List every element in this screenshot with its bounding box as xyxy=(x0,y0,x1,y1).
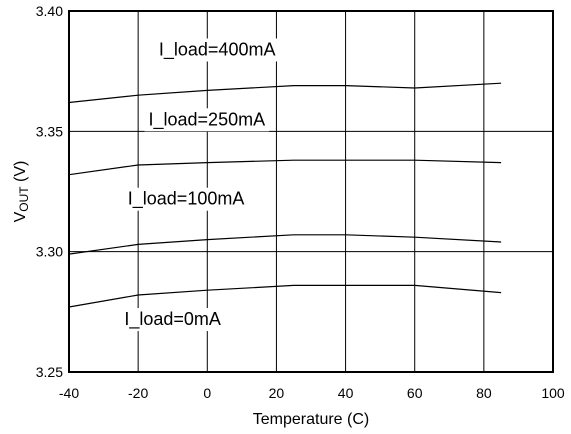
series-line-2 xyxy=(68,159,502,176)
x-tick-label: 100 xyxy=(541,385,565,401)
series-line-1 xyxy=(68,234,502,255)
y-axis-title-unit: (V) xyxy=(12,161,29,187)
x-tick-label: 20 xyxy=(269,385,285,401)
x-axis-title: Temperature (C) xyxy=(253,411,369,428)
x-tick-label: -20 xyxy=(128,385,148,401)
x-tick-label: 60 xyxy=(407,385,423,401)
annotation-background xyxy=(144,108,270,132)
x-tick-label: 0 xyxy=(203,385,211,401)
annotations: I_load=400mA I_load=250mA I_load=100mA I_lo… xyxy=(120,38,280,332)
y-tick-label: 3.35 xyxy=(36,123,63,139)
y-axis-title-main: V xyxy=(12,211,29,222)
plot-area-frame xyxy=(68,10,554,373)
annotation-label: I_load=250mA xyxy=(149,109,266,130)
x-tick-label: 40 xyxy=(338,385,354,401)
annotation-label: I_load=100mA xyxy=(128,189,245,210)
annotation-background xyxy=(120,308,225,332)
y-tick-label: 3.30 xyxy=(36,244,63,260)
series-line-0 xyxy=(68,284,502,308)
grid-lines xyxy=(69,11,553,372)
y-axis-title: VOUT (V) xyxy=(12,161,31,223)
y-axis-title-subscript: OUT xyxy=(17,186,31,212)
annotation-label: I_load=400mA xyxy=(159,40,276,61)
annotation-label: I_load=0mA xyxy=(124,309,221,330)
annotation-background xyxy=(154,38,280,62)
y-tick-label: 3.40 xyxy=(36,3,63,19)
y-tick-label: 3.25 xyxy=(36,364,63,380)
tick-labels: -40 -20 0 20 40 60 80 100 3.25 3.30 3.35 3.40 xyxy=(36,3,565,401)
annotation-background xyxy=(123,187,249,211)
series-line-3 xyxy=(68,82,502,104)
x-tick-label: 80 xyxy=(476,385,492,401)
series-lines xyxy=(68,82,502,308)
x-tick-label: -40 xyxy=(59,385,79,401)
